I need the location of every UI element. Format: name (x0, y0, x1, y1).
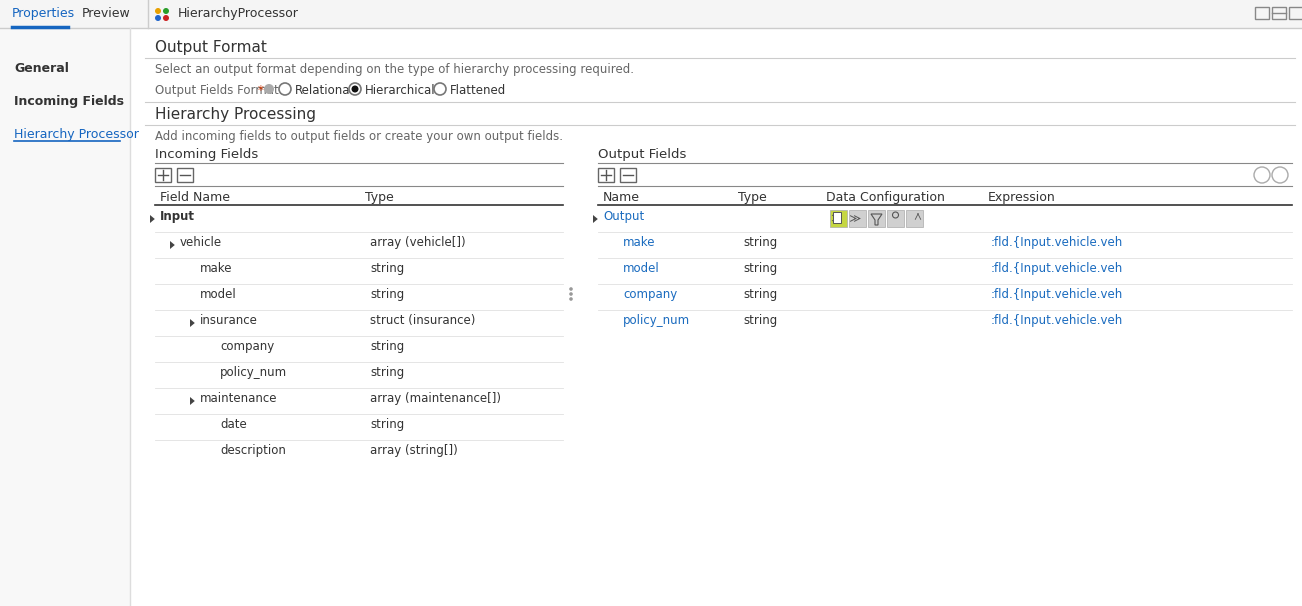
Text: Incoming Fields: Incoming Fields (14, 95, 124, 108)
Circle shape (279, 83, 292, 95)
Text: Flattened: Flattened (450, 84, 506, 97)
Text: :fld.{Input.vehicle.veh: :fld.{Input.vehicle.veh (991, 236, 1124, 249)
Text: Name: Name (603, 191, 641, 204)
Text: *: * (258, 84, 264, 97)
Bar (887, 210, 904, 227)
Text: string: string (743, 314, 777, 327)
Text: Select an output format depending on the type of hierarchy processing required.: Select an output format depending on the… (155, 63, 634, 76)
Text: maintenance: maintenance (201, 392, 277, 405)
Text: date: date (220, 418, 247, 431)
Text: Type: Type (365, 191, 393, 204)
Circle shape (1272, 167, 1288, 183)
Circle shape (349, 83, 361, 95)
Text: vehicle: vehicle (180, 236, 223, 249)
Polygon shape (150, 215, 155, 223)
Text: company: company (220, 340, 275, 353)
Bar (177, 168, 193, 182)
Bar (1272, 7, 1286, 19)
Text: string: string (743, 236, 777, 249)
Circle shape (155, 15, 161, 21)
Text: insurance: insurance (201, 314, 258, 327)
Text: string: string (370, 340, 404, 353)
Text: Preview: Preview (82, 7, 130, 20)
Bar (829, 210, 848, 227)
Text: string: string (370, 262, 404, 275)
Text: Properties: Properties (12, 7, 76, 20)
Text: Output: Output (603, 210, 644, 223)
Circle shape (352, 85, 358, 93)
Text: Field Name: Field Name (160, 191, 230, 204)
Polygon shape (171, 241, 174, 249)
Circle shape (264, 84, 273, 94)
Circle shape (163, 8, 169, 14)
Text: struct (insurance): struct (insurance) (370, 314, 475, 327)
Text: policy_num: policy_num (220, 366, 288, 379)
Bar (849, 210, 866, 227)
Text: company: company (622, 288, 677, 301)
Text: Output Fields Format:: Output Fields Format: (155, 84, 283, 97)
Text: description: description (220, 444, 286, 457)
Bar (1289, 7, 1302, 19)
Text: Type: Type (738, 191, 767, 204)
Text: Relational: Relational (296, 84, 354, 97)
Bar (155, 168, 171, 182)
Text: Expression: Expression (988, 191, 1056, 204)
Polygon shape (190, 319, 195, 327)
Text: array (vehicle[]): array (vehicle[]) (370, 236, 466, 249)
Text: General: General (14, 62, 69, 75)
Bar (620, 168, 635, 182)
Circle shape (569, 287, 573, 291)
Text: ?: ? (266, 85, 271, 94)
Bar (868, 210, 885, 227)
Bar (1255, 7, 1269, 19)
Circle shape (155, 8, 161, 14)
Polygon shape (190, 397, 195, 405)
Text: Input: Input (160, 210, 195, 223)
Text: array (maintenance[]): array (maintenance[]) (370, 392, 501, 405)
Text: Add incoming fields to output fields or create your own output fields.: Add incoming fields to output fields or … (155, 130, 562, 143)
Circle shape (569, 297, 573, 301)
Text: :fld.{Input.vehicle.veh: :fld.{Input.vehicle.veh (991, 314, 1124, 327)
Text: Data Configuration: Data Configuration (825, 191, 945, 204)
Bar (0, 0, 1302, 28)
Text: model: model (622, 262, 660, 275)
Text: Hierarchy Processing: Hierarchy Processing (155, 107, 316, 122)
Circle shape (163, 15, 169, 21)
Text: string: string (743, 262, 777, 275)
Bar (833, 212, 841, 223)
Polygon shape (592, 215, 598, 223)
Text: Output Format: Output Format (155, 40, 267, 55)
Text: policy_num: policy_num (622, 314, 690, 327)
Text: string: string (743, 288, 777, 301)
Bar (598, 168, 615, 182)
Text: :fld.{Input.vehicle.veh: :fld.{Input.vehicle.veh (991, 262, 1124, 275)
Text: string: string (370, 288, 404, 301)
Circle shape (1254, 167, 1269, 183)
Text: string: string (370, 418, 404, 431)
Circle shape (434, 83, 447, 95)
Text: Output Fields: Output Fields (598, 148, 686, 161)
Text: model: model (201, 288, 237, 301)
Text: make: make (201, 262, 233, 275)
Text: Incoming Fields: Incoming Fields (155, 148, 258, 161)
Text: Hierarchical: Hierarchical (365, 84, 436, 97)
Text: HierarchyProcessor: HierarchyProcessor (178, 7, 299, 20)
Text: Hierarchy Processor: Hierarchy Processor (14, 128, 139, 141)
Text: make: make (622, 236, 655, 249)
Circle shape (569, 292, 573, 296)
Text: :fld.{Input.vehicle.veh: :fld.{Input.vehicle.veh (991, 288, 1124, 301)
Bar (0, 28, 130, 606)
Text: string: string (370, 366, 404, 379)
Text: array (string[]): array (string[]) (370, 444, 458, 457)
Bar (906, 210, 923, 227)
